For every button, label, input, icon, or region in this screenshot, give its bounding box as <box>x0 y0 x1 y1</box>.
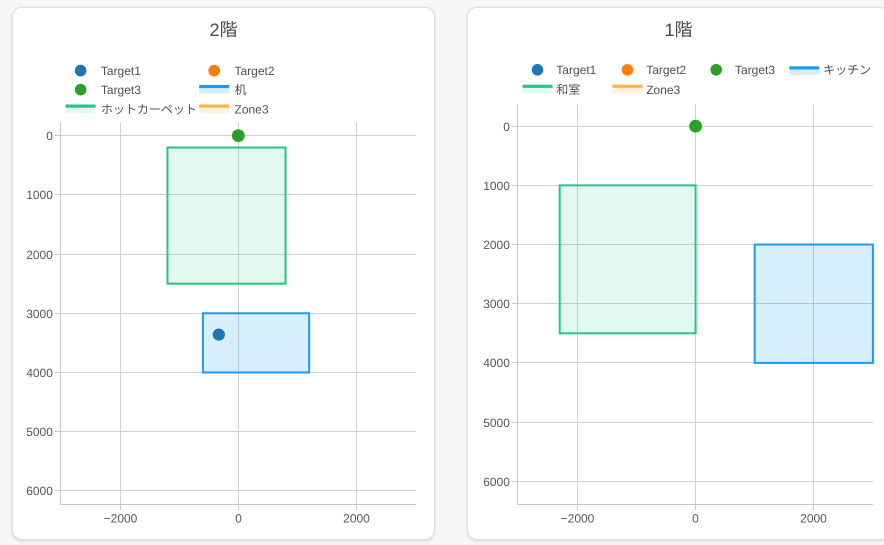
svg-text:Target2: Target2 <box>235 64 275 78</box>
svg-text:1000: 1000 <box>483 179 510 193</box>
svg-text:4000: 4000 <box>483 356 510 370</box>
svg-text:1000: 1000 <box>26 188 53 202</box>
svg-text:−2000: −2000 <box>104 511 138 525</box>
svg-text:5000: 5000 <box>26 425 53 439</box>
svg-text:2000: 2000 <box>343 511 370 525</box>
svg-text:2: 2 <box>210 20 220 40</box>
svg-text:Target1: Target1 <box>101 64 141 78</box>
svg-text:0: 0 <box>692 511 699 525</box>
svg-text:3000: 3000 <box>483 297 510 311</box>
svg-text:2000: 2000 <box>483 238 510 252</box>
svg-text:2000: 2000 <box>800 511 827 525</box>
svg-text:Target3: Target3 <box>735 63 775 77</box>
svg-text:4000: 4000 <box>26 366 53 380</box>
svg-text:5000: 5000 <box>483 416 510 430</box>
svg-text:0: 0 <box>503 120 510 134</box>
svg-text:0: 0 <box>46 129 53 143</box>
svg-text:Zone3: Zone3 <box>235 103 269 117</box>
svg-text:3000: 3000 <box>26 307 53 321</box>
svg-text:0: 0 <box>235 511 242 525</box>
svg-text:2000: 2000 <box>26 248 53 262</box>
svg-text:Target3: Target3 <box>101 83 141 97</box>
svg-text:Target2: Target2 <box>646 63 686 77</box>
svg-text:1: 1 <box>665 20 675 40</box>
svg-text:6000: 6000 <box>483 475 510 489</box>
svg-text:Target1: Target1 <box>556 63 596 77</box>
svg-text:−2000: −2000 <box>561 511 595 525</box>
svg-text:Zone3: Zone3 <box>646 83 680 97</box>
svg-text:6000: 6000 <box>26 484 53 498</box>
